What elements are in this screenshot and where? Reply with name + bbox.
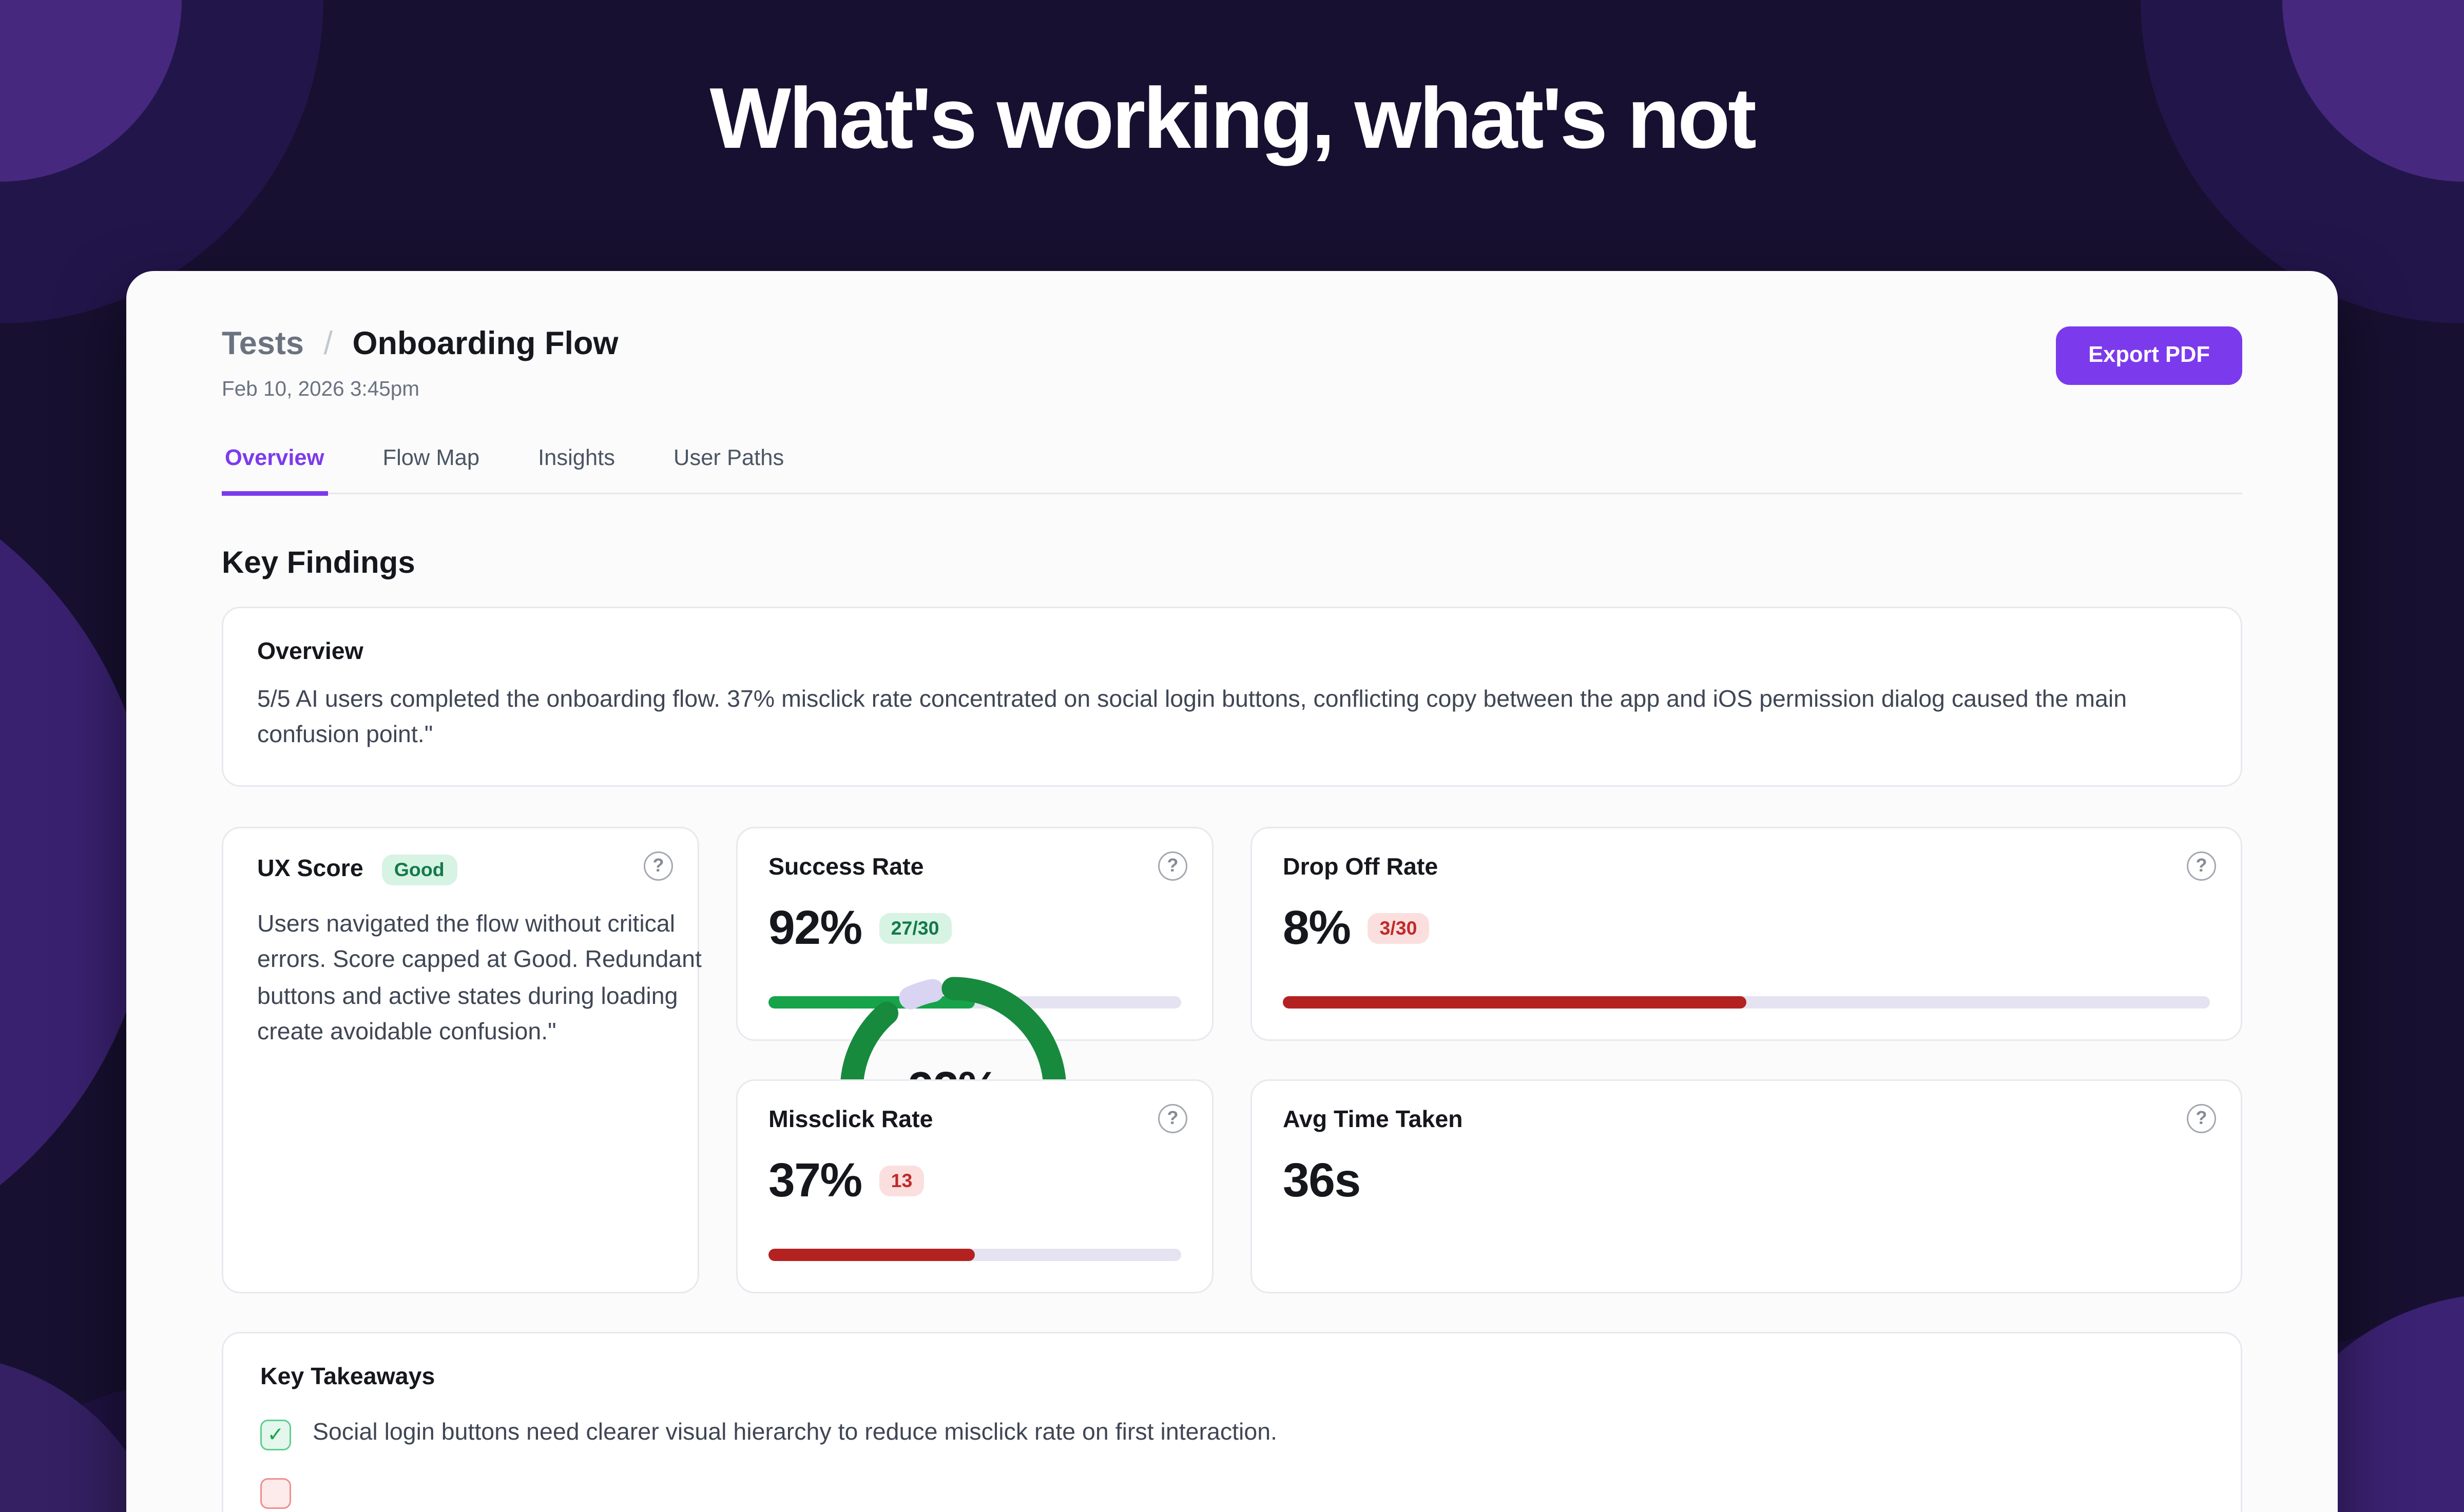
report-header: Tests / Onboarding Flow Feb 10, 2026 3:4… [222, 326, 2242, 400]
tab-flow-map[interactable]: Flow Map [382, 447, 480, 471]
ux-score-header: UX Score Good [257, 854, 664, 885]
metric-badge: 3/30 [1367, 912, 1430, 943]
metric-card-avg-time-taken: Avg Time Taken ? 36s [1250, 1078, 2242, 1293]
report-timestamp: Feb 10, 2026 3:45pm [222, 377, 420, 400]
tab-bar: Overview Flow Map Insights User Paths [222, 437, 2242, 496]
metric-value: 36s [1283, 1152, 1361, 1207]
ux-score-label: UX Score [257, 855, 363, 882]
metric-value: 37% [768, 1152, 862, 1207]
tab-insights[interactable]: Insights [538, 447, 615, 471]
metrics-grid: Success Rate ? 92% 27/30 Drop Off Rate ?… [222, 826, 2242, 1293]
help-icon[interactable]: ? [644, 850, 673, 880]
breadcrumb: Tests / Onboarding Flow [222, 326, 619, 363]
ux-score-badge: Good [381, 854, 457, 885]
check-icon [260, 1477, 291, 1508]
ux-score-card: UX Score Good ? Users navigated the flow… [222, 826, 1067, 1293]
page-title: What's working, what's not [709, 69, 1757, 166]
breadcrumb-current: Onboarding Flow [352, 326, 619, 362]
report-card: Tests / Onboarding Flow Feb 10, 2026 3:4… [126, 271, 2338, 1512]
metric-value-row: 92% 27/30 [768, 900, 1181, 956]
metric-card-missclick-rate: Missclick Rate ? 37% 13 [736, 1078, 1214, 1293]
overview-card-title: Overview [257, 639, 363, 665]
list-item: ✓ Social login buttons need clearer visu… [260, 1419, 2204, 1450]
metric-value: 92% [768, 900, 862, 954]
progress-track [1283, 995, 2210, 1008]
help-icon[interactable]: ? [1158, 850, 1187, 880]
metric-label: Missclick Rate [768, 1106, 933, 1133]
progress-fill [1283, 995, 1746, 1008]
section-title-key-findings: Key Findings [222, 547, 415, 580]
progress-track [768, 1248, 1181, 1261]
metric-badge: 27/30 [878, 912, 952, 943]
help-icon[interactable]: ? [2187, 1103, 2216, 1133]
metric-value: 8% [1283, 900, 1351, 954]
check-icon: ✓ [260, 1419, 291, 1450]
overview-card-body: 5/5 AI users completed the onboarding fl… [257, 687, 2127, 749]
takeaway-text: Social login buttons need clearer visual… [313, 1419, 1277, 1445]
breadcrumb-separator: / [323, 326, 333, 362]
tab-user-paths[interactable]: User Paths [673, 447, 784, 471]
key-takeaways-card: Key Takeaways ✓ Social login buttons nee… [222, 1331, 2242, 1512]
help-icon[interactable]: ? [1158, 1103, 1187, 1133]
key-takeaways-title: Key Takeaways [260, 1363, 435, 1390]
tab-overview[interactable]: Overview [222, 437, 328, 496]
report-heading-block: Tests / Onboarding Flow Feb 10, 2026 3:4… [222, 326, 619, 400]
metric-label: Avg Time Taken [1283, 1106, 1463, 1133]
help-icon[interactable]: ? [2187, 850, 2216, 880]
metric-value-row: 8% 3/30 [1283, 900, 2210, 956]
progress-fill [768, 1248, 975, 1261]
metric-label: Drop Off Rate [1283, 854, 1438, 880]
metric-value-row: 36s [1283, 1153, 2210, 1208]
list-item [260, 1477, 2204, 1508]
ux-score-body: Users navigated the flow without critica… [257, 910, 702, 1046]
metric-badge: 13 [878, 1165, 925, 1196]
metric-card-drop-off-rate: Drop Off Rate ? 8% 3/30 [1250, 826, 2242, 1040]
export-pdf-button[interactable]: Export PDF [2056, 326, 2242, 385]
overview-summary-card: Overview 5/5 AI users completed the onbo… [222, 607, 2242, 786]
metric-label: Success Rate [768, 854, 924, 880]
breadcrumb-tests-link[interactable]: Tests [222, 326, 304, 362]
metric-value-row: 37% 13 [768, 1153, 1181, 1208]
metric-card-success-rate: Success Rate ? 92% 27/30 [736, 826, 1214, 1040]
